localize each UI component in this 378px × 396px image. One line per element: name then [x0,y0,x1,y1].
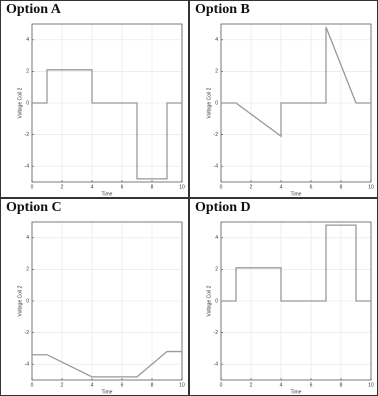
y-tick-label: 2 [215,267,218,273]
y-tick-label: -2 [25,330,30,336]
x-tick-label: 4 [91,382,94,388]
y-tick-label: 4 [215,37,218,43]
y-tick-label: 4 [26,235,29,241]
x-tick-label: 0 [31,382,34,388]
x-tick-label: 6 [310,382,313,388]
x-tick-label: 6 [121,184,124,190]
data-line [32,350,182,378]
y-axis-label: Voltage Coil 2 [17,285,23,316]
x-tick-label: 8 [151,382,154,388]
y-tick-label: -4 [214,164,219,170]
x-tick-label: 8 [340,382,343,388]
panel-title: Option D [195,200,251,215]
option-panel: Option D -4 -2 0 2 4 0 2 4 6 8 10 Time Voltage Coil 2 [189,198,378,396]
data-line [32,69,182,180]
x-tick-label: 4 [280,184,283,190]
panel-title: Option C [6,200,62,215]
x-tick-label: 10 [368,184,374,190]
panel-title: Option B [195,2,250,17]
data-line [221,26,371,138]
x-tick-label: 8 [340,184,343,190]
x-tick-label: 6 [310,184,313,190]
x-tick-label: 4 [91,184,94,190]
x-tick-label: 10 [179,382,185,388]
x-tick-label: 2 [250,184,253,190]
x-tick-label: 6 [121,382,124,388]
x-tick-label: 8 [151,184,154,190]
y-tick-label: 2 [26,69,29,75]
x-tick-label: 10 [179,184,185,190]
x-tick-label: 2 [250,382,253,388]
y-tick-label: -2 [214,132,219,138]
plot-frame [31,221,183,381]
y-tick-label: 0 [215,100,218,106]
y-tick-label: 4 [26,37,29,43]
y-tick-label: -4 [25,362,30,368]
y-axis-label: Voltage Coil 2 [17,87,23,118]
y-tick-label: 0 [215,298,218,304]
y-tick-label: -4 [214,362,219,368]
y-tick-label: 2 [215,69,218,75]
x-axis-label: Time [102,191,113,197]
y-tick-label: -2 [214,330,219,336]
y-tick-label: -4 [25,164,30,170]
x-tick-label: 2 [61,382,64,388]
panel-title: Option A [6,2,62,17]
option-panel: Option B -4 -2 0 2 4 0 2 4 6 8 10 Time Voltage Coil 2 [189,0,378,198]
x-tick-label: 2 [61,184,64,190]
x-tick-label: 0 [31,184,34,190]
y-tick-label: 4 [215,235,218,241]
y-tick-label: -2 [25,132,30,138]
y-axis-label: Voltage Coil 2 [206,87,212,118]
x-axis-label: Time [291,191,302,197]
x-tick-label: 4 [280,382,283,388]
y-tick-label: 0 [26,100,29,106]
x-tick-label: 0 [220,184,223,190]
data-line [221,224,371,302]
x-tick-label: 10 [368,382,374,388]
x-axis-label: Time [102,389,113,395]
option-panel: Option A -4 -2 0 2 4 0 2 4 6 8 10 Time Voltage Coil 2 [0,0,189,198]
y-tick-label: 0 [26,298,29,304]
x-tick-label: 0 [220,382,223,388]
y-tick-label: 2 [26,267,29,273]
y-axis-label: Voltage Coil 2 [206,285,212,316]
option-panel: Option C -4 -2 0 2 4 0 2 4 6 8 10 Time Voltage Coil 2 [0,198,189,396]
panel-border [0,0,189,198]
x-axis-label: Time [291,389,302,395]
